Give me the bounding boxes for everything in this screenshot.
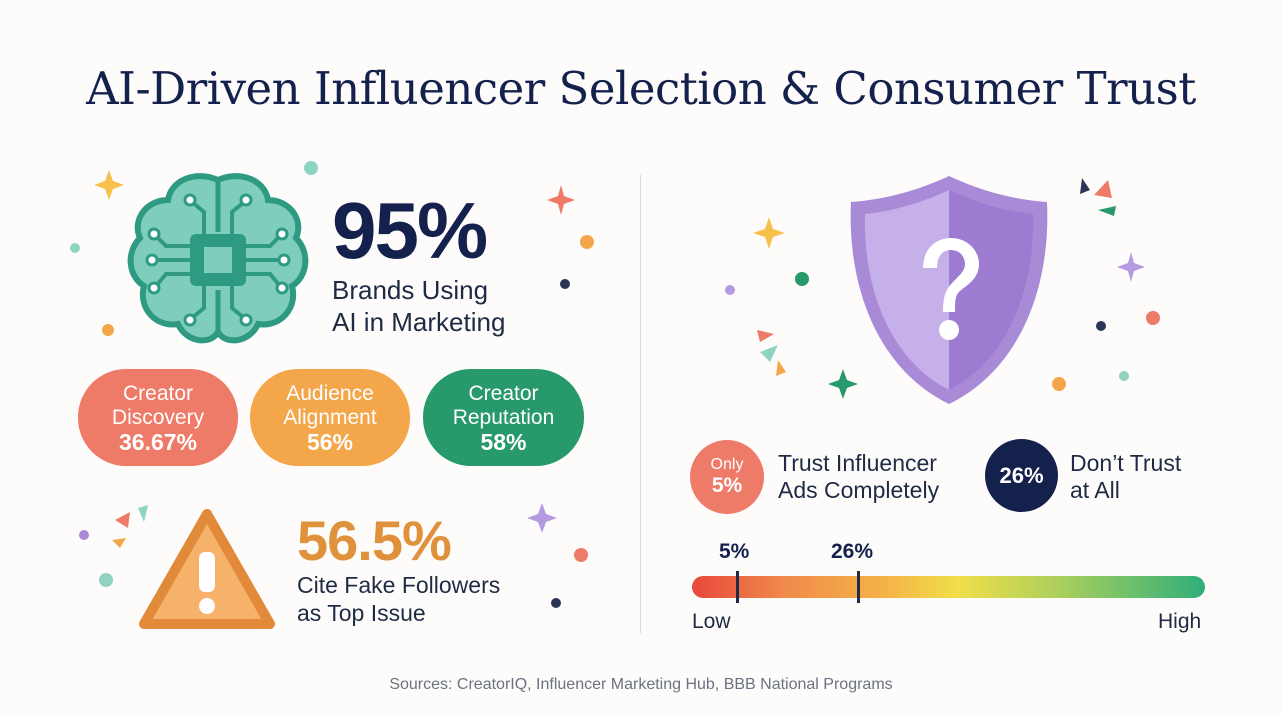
panel-divider [640,175,641,633]
fake-followers-caption-line1: Cite Fake Followers [297,572,501,598]
pill-label-line1: Creator [468,381,539,405]
brands-ai-caption-line1: Brands Using [332,275,489,305]
pill-value: 56% [306,428,354,455]
scale-marker-5 [736,571,739,603]
no-trust-line1: Don’t Trust [1070,450,1182,476]
pill-value: 58% [480,428,527,455]
trust-complete-line1: Trust Influencer [778,450,937,476]
pill-value: 36.67% [118,428,197,455]
fake-followers-caption-line2: as Top Issue [297,600,426,626]
pill-label-line1: Audience [286,381,374,405]
pill-label-line2: Alignment [283,405,377,429]
scale-high-label: High [1158,610,1202,633]
brands-ai-caption-line2: AI in Marketing [332,307,506,337]
no-trust-value: 26% [999,462,1044,488]
pill-creator-reputation: Creator Reputation 58% [423,369,584,466]
scale-marker-26 [857,571,860,603]
pill-creator-discovery: Creator Discovery 36.67% [78,369,238,466]
brain-chip-icon [127,173,309,344]
page-title: AI-Driven Influencer Selection & Consume… [86,62,1196,115]
trust-complete-caption: Trust Influencer Ads Completely [778,450,939,504]
trust-complete-badge: Only 5% [690,440,764,514]
trust-complete-line2: Ads Completely [778,477,940,503]
scale-marker2-label: 26% [831,540,874,563]
trust-scale-bar [692,576,1205,598]
fake-followers-caption: Cite Fake Followers as Top Issue [297,571,500,627]
shield-question-icon [850,176,1048,404]
pill-label-line1: Creator [122,381,194,405]
warning-triangle-icon [139,509,275,629]
no-trust-badge: 26% [985,439,1058,512]
fake-followers-percent: 56.5% [297,509,452,572]
pill-label-line2: Discovery [111,405,205,429]
pill-label-line2: Reputation [452,405,555,429]
brands-ai-caption: Brands Using AI in Marketing [332,274,505,338]
scale-marker1-label: 5% [719,540,750,563]
brands-ai-percent: 95% [332,186,488,275]
pill-audience-alignment: Audience Alignment 56% [250,369,410,466]
scale-low-label: Low [692,610,731,633]
trust-only-label: Only [710,456,744,473]
trust-complete-value: 5% [711,474,743,497]
no-trust-line2: at All [1070,477,1120,503]
no-trust-caption: Don’t Trust at All [1070,450,1181,504]
sources-footnote: Sources: CreatorIQ, Influencer Marketing… [389,676,893,693]
